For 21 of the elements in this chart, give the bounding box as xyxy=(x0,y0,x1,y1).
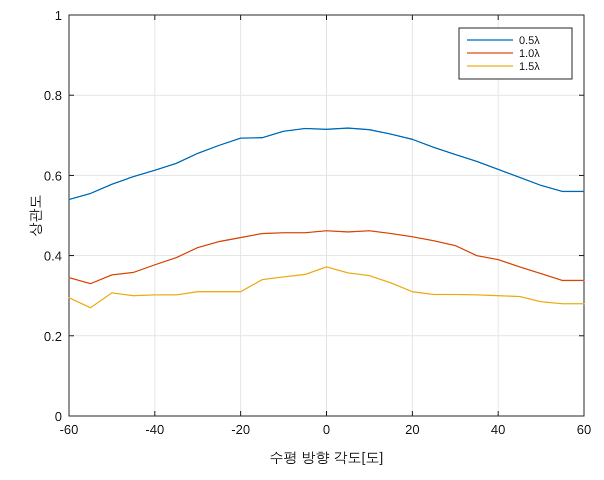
line-series xyxy=(68,127,585,200)
y-tick-label: 1 xyxy=(54,8,62,23)
x-tick-label: -60 xyxy=(60,422,78,437)
legend-label: 0.5λ xyxy=(519,35,540,47)
legend-label: 1.0λ xyxy=(519,48,540,60)
x-tick-label: 0 xyxy=(322,422,330,437)
x-tick-label: -40 xyxy=(145,422,164,437)
x-tick-label: 60 xyxy=(576,422,592,437)
x-tick-label: 40 xyxy=(490,422,506,437)
y-tick-label: 0.2 xyxy=(44,328,62,344)
y-tick-label: 0.8 xyxy=(44,88,62,104)
y-axis-title: 상관도 xyxy=(27,194,43,236)
x-axis-title: 수평 방향 각도[도] xyxy=(270,449,384,465)
y-tick-label: 0 xyxy=(54,409,62,424)
line-series xyxy=(68,230,585,284)
legend-label: 1.5λ xyxy=(519,61,540,73)
y-tick-label: 0.4 xyxy=(44,248,62,264)
x-tick-label: -20 xyxy=(231,422,250,437)
y-tick-label: 0.6 xyxy=(44,168,62,184)
x-tick-label: 20 xyxy=(405,422,420,437)
line-series xyxy=(68,266,585,308)
